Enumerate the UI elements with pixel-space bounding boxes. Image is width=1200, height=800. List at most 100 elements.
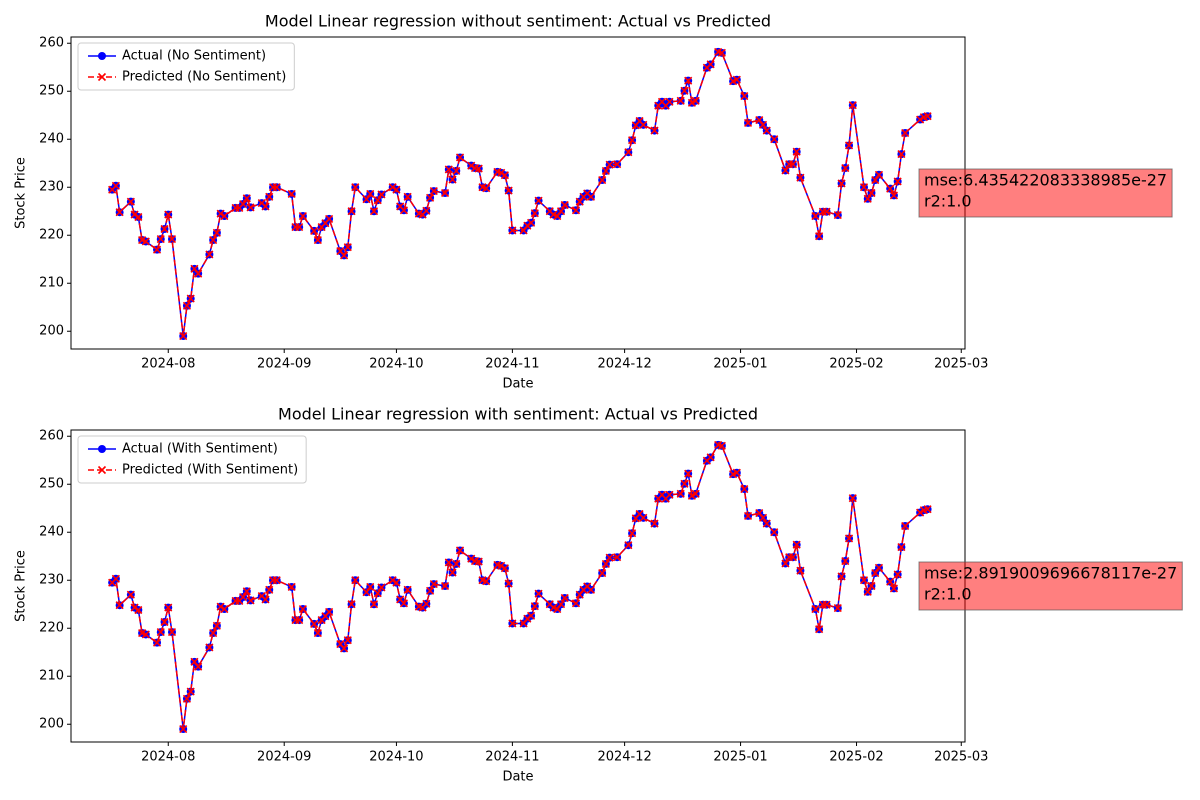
marker bbox=[871, 568, 880, 578]
marker bbox=[167, 235, 177, 244]
marker bbox=[373, 589, 382, 598]
marker bbox=[624, 148, 633, 157]
marker bbox=[639, 120, 648, 129]
marker bbox=[362, 588, 371, 597]
marker bbox=[586, 192, 596, 201]
y-tick-label: 230 bbox=[39, 573, 64, 588]
marker bbox=[164, 603, 173, 612]
legend-frame bbox=[77, 435, 307, 484]
marker bbox=[691, 489, 700, 498]
marker bbox=[209, 235, 218, 245]
marker bbox=[369, 600, 379, 609]
marker bbox=[115, 601, 124, 610]
marker bbox=[874, 563, 884, 572]
marker bbox=[339, 251, 349, 260]
marker bbox=[497, 168, 506, 177]
marker bbox=[377, 583, 386, 592]
marker bbox=[440, 581, 450, 591]
y-tick-label: 240 bbox=[39, 525, 64, 540]
marker bbox=[923, 112, 932, 121]
marker bbox=[310, 226, 319, 235]
marker bbox=[403, 192, 412, 201]
marker bbox=[844, 141, 854, 150]
marker bbox=[680, 86, 689, 95]
y-tick-label: 250 bbox=[39, 477, 64, 492]
marker bbox=[571, 599, 581, 608]
annotation-text: mse:6.435422083338985e-27 bbox=[924, 171, 1167, 190]
legend-frame bbox=[77, 42, 295, 91]
annotation-text: mse:2.8919009696678117e-27 bbox=[924, 564, 1177, 583]
annotation-box bbox=[918, 168, 1173, 218]
x-tick-label: 2024-10 bbox=[369, 750, 423, 765]
annotation-text: r2:1.0 bbox=[924, 585, 972, 604]
x-tick-label: 2025-02 bbox=[829, 750, 883, 765]
marker bbox=[691, 96, 700, 105]
series-line bbox=[111, 51, 928, 337]
marker bbox=[366, 582, 375, 592]
marker bbox=[504, 579, 513, 588]
marker bbox=[111, 181, 120, 190]
marker bbox=[874, 170, 884, 179]
marker bbox=[272, 576, 281, 585]
x-tick-label: 2025-02 bbox=[829, 357, 883, 372]
x-tick-label: 2024-08 bbox=[141, 357, 195, 372]
x-tick-label: 2024-11 bbox=[485, 357, 539, 372]
chart-title: Model Linear regression with sentiment: … bbox=[278, 405, 758, 424]
x-axis-label: Date bbox=[502, 377, 533, 392]
marker bbox=[426, 193, 435, 202]
chart: Model Linear regression with sentiment: … bbox=[14, 405, 1183, 785]
marker bbox=[859, 183, 869, 192]
marker bbox=[220, 604, 229, 614]
annotation: mse:2.8919009696678117e-27 r2:1.0 bbox=[918, 561, 1183, 611]
marker bbox=[676, 489, 685, 498]
legend-marker bbox=[97, 72, 107, 82]
marker bbox=[152, 245, 162, 254]
marker bbox=[676, 96, 685, 105]
marker bbox=[788, 553, 797, 562]
marker bbox=[298, 211, 307, 221]
series-line bbox=[111, 444, 928, 730]
marker bbox=[867, 581, 876, 591]
marker bbox=[815, 625, 824, 634]
marker bbox=[239, 199, 248, 209]
marker bbox=[534, 196, 543, 205]
marker bbox=[556, 600, 566, 609]
marker bbox=[141, 237, 150, 246]
marker bbox=[598, 568, 607, 578]
marker bbox=[216, 602, 225, 611]
marker bbox=[848, 494, 857, 503]
legend-marker bbox=[98, 445, 106, 453]
marker bbox=[152, 638, 162, 647]
marker bbox=[455, 546, 465, 555]
marker bbox=[530, 602, 539, 611]
marker bbox=[897, 150, 906, 159]
marker bbox=[212, 621, 221, 630]
marker bbox=[134, 605, 143, 615]
marker bbox=[781, 559, 790, 568]
marker bbox=[601, 166, 610, 175]
marker bbox=[859, 576, 869, 585]
marker bbox=[613, 553, 622, 562]
marker bbox=[796, 566, 805, 575]
marker bbox=[916, 115, 925, 124]
legend-marker bbox=[98, 52, 106, 60]
marker bbox=[339, 644, 349, 653]
legend-label: Actual (No Sentiment) bbox=[122, 49, 266, 64]
marker bbox=[186, 294, 195, 303]
series-line bbox=[111, 51, 928, 337]
x-tick-label: 2024-11 bbox=[485, 750, 539, 765]
marker bbox=[194, 662, 203, 671]
marker bbox=[497, 561, 506, 570]
marker bbox=[650, 519, 659, 528]
marker bbox=[126, 590, 135, 599]
marker bbox=[762, 519, 771, 528]
marker bbox=[325, 607, 334, 616]
marker bbox=[598, 175, 607, 185]
marker bbox=[205, 643, 214, 652]
marker bbox=[347, 207, 356, 216]
marker bbox=[680, 479, 689, 488]
annotation: mse:6.435422083338985e-27 r2:1.0 bbox=[918, 168, 1173, 218]
marker bbox=[482, 577, 491, 586]
marker bbox=[717, 441, 726, 450]
